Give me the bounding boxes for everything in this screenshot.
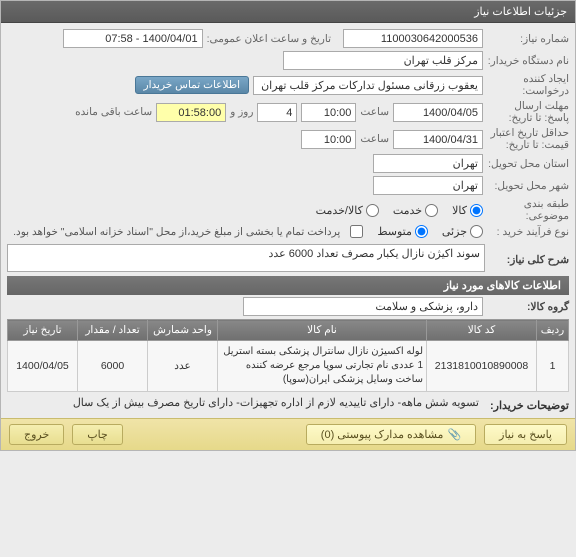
- cat-goods-service-radio[interactable]: [366, 204, 379, 217]
- need-details-panel: جزئیات اطلاعات نیاز شماره نیاز: 11000306…: [0, 0, 576, 451]
- remain-days: 4: [257, 103, 297, 122]
- buyer-desc-text: تسویه شش ماهه- دارای تاییدیه لازم از ادا…: [7, 396, 479, 409]
- cell-unit: عدد: [148, 341, 218, 392]
- goods-section-title: اطلاعات کالاهای مورد نیاز: [7, 276, 569, 295]
- cell-name: لوله اکسیژن نازال سانترال پزشکی بسته است…: [218, 341, 427, 392]
- bt-small-radio[interactable]: [470, 225, 483, 238]
- exit-button[interactable]: خروج: [9, 424, 64, 445]
- treasury-note-text: پرداخت تمام یا بخشی از مبلغ خرید،از محل …: [13, 226, 340, 238]
- cat-goods-radio[interactable]: [470, 204, 483, 217]
- need-no-label: شماره نیاز:: [487, 33, 569, 45]
- treasury-checkbox[interactable]: [350, 225, 363, 238]
- need-no-value: 1100030642000536: [343, 29, 483, 48]
- deliver-city: تهران: [373, 176, 483, 195]
- cat-goods-option[interactable]: کالا: [452, 204, 483, 217]
- form-body: شماره نیاز: 1100030642000536 تاریخ و ساع…: [1, 23, 575, 418]
- desc-label: شرح کلی نیاز:: [489, 251, 569, 266]
- remain-time: 01:58:00: [156, 103, 226, 122]
- cat-goods-service-option[interactable]: کالا/خدمت: [316, 204, 379, 217]
- th-row: ردیف: [537, 320, 569, 341]
- th-code: کد کالا: [427, 320, 537, 341]
- paperclip-icon: 📎: [447, 428, 461, 441]
- cell-date: 1400/04/05: [8, 341, 78, 392]
- category-radio-group: کالا خدمت کالا/خدمت: [316, 204, 483, 217]
- deliver-prov: تهران: [373, 154, 483, 173]
- category-label: طبقه بندی موضوعی:: [487, 198, 569, 222]
- buy-type-label: نوع فرآیند خرید :: [487, 226, 569, 238]
- panel-title: جزئیات اطلاعات نیاز: [1, 1, 575, 23]
- announce-value: 1400/04/01 - 07:58: [63, 29, 203, 48]
- time-label-1: ساعت: [360, 106, 389, 118]
- bt-medium-radio[interactable]: [415, 225, 428, 238]
- th-unit: واحد شمارش: [148, 320, 218, 341]
- org-label: نام دستگاه خریدار:: [487, 55, 569, 67]
- creator-value: یعقوب زرقانی مسئول تدارکات مرکز قلب تهرا…: [253, 76, 483, 95]
- attachments-label: مشاهده مدارک پیوستی (0): [321, 428, 444, 441]
- remain-suffix: ساعت باقی مانده: [75, 106, 152, 118]
- deadline-date: 1400/04/05: [393, 103, 483, 122]
- footer-bar: پاسخ به نیاز 📎 مشاهده مدارک پیوستی (0) چ…: [1, 418, 575, 450]
- bt-small-option[interactable]: جزئی: [442, 225, 483, 238]
- buyer-desc-row: توضیحات خریدار: تسویه شش ماهه- دارای تای…: [7, 392, 569, 416]
- table-row: 1 2131810010890008 لوله اکسیژن نازال سان…: [8, 341, 569, 392]
- deadline-label: مهلت ارسال پاسخ: تا تاریخ:: [487, 100, 569, 124]
- price-valid-label: حداقل تاریخ اعتبار قیمت: تا تاریخ:: [487, 127, 569, 151]
- group-value: دارو، پزشكی و سلامت: [243, 297, 483, 316]
- buyer-desc-label: توضیحات خریدار:: [479, 396, 569, 412]
- remain-day-label: روز و: [230, 106, 253, 118]
- contact-buyer-button[interactable]: اطلاعات تماس خریدار: [135, 76, 249, 94]
- deliver-prov-label: استان محل تحویل:: [487, 158, 569, 170]
- buy-type-radio-group: جزئی متوسط: [377, 225, 483, 238]
- cell-qty: 6000: [78, 341, 148, 392]
- cell-code: 2131810010890008: [427, 341, 537, 392]
- announce-label: تاریخ و ساعت اعلان عمومی:: [207, 33, 331, 45]
- price-valid-date: 1400/04/31: [393, 130, 483, 149]
- time-label-2: ساعت: [360, 133, 389, 145]
- th-date: تاریخ نیاز: [8, 320, 78, 341]
- th-qty: تعداد / مقدار: [78, 320, 148, 341]
- creator-label: ایجاد کننده درخواست:: [487, 73, 569, 97]
- group-label: گروه کالا:: [487, 301, 569, 313]
- price-valid-time: 10:00: [301, 130, 356, 149]
- cat-service-radio[interactable]: [425, 204, 438, 217]
- goods-table: ردیف کد کالا نام کالا واحد شمارش تعداد /…: [7, 319, 569, 392]
- deadline-time: 10:00: [301, 103, 356, 122]
- org-value: مرکز قلب تهران: [283, 51, 483, 70]
- reply-button[interactable]: پاسخ به نیاز: [484, 424, 567, 445]
- treasury-note-row: پرداخت تمام یا بخشی از مبلغ خرید،از محل …: [13, 225, 363, 238]
- bt-medium-option[interactable]: متوسط: [377, 225, 428, 238]
- cell-idx: 1: [537, 341, 569, 392]
- th-name: نام کالا: [218, 320, 427, 341]
- desc-value: سوند اکیژن نازال یکبار مصرف تعداد 6000 ع…: [7, 244, 485, 272]
- deliver-city-label: شهر محل تحویل:: [487, 180, 569, 192]
- print-button[interactable]: چاپ: [72, 424, 123, 445]
- cat-service-option[interactable]: خدمت: [393, 204, 438, 217]
- attachments-button[interactable]: 📎 مشاهده مدارک پیوستی (0): [306, 424, 476, 445]
